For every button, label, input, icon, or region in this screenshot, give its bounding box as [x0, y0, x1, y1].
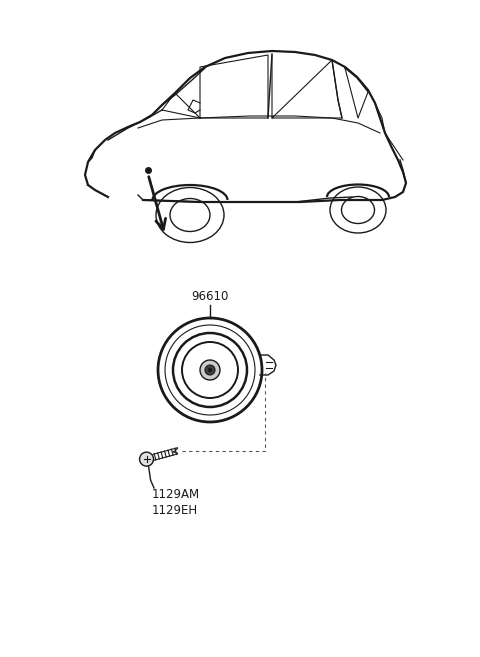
Text: 1129AM
1129EH: 1129AM 1129EH: [152, 488, 200, 517]
Circle shape: [140, 452, 154, 466]
Text: 96610: 96610: [192, 290, 228, 303]
Circle shape: [205, 365, 215, 375]
Circle shape: [208, 368, 212, 372]
Circle shape: [200, 360, 220, 380]
